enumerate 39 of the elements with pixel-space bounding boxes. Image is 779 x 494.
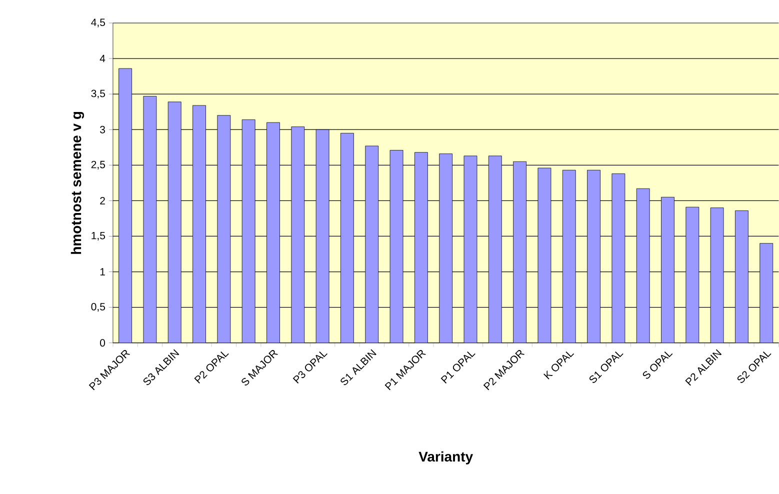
bar (464, 156, 478, 343)
bar (661, 197, 674, 343)
x-axis-title: Varianty (418, 451, 473, 464)
bar (612, 174, 626, 343)
bar (439, 154, 453, 343)
y-tick-label: 0,5 (91, 303, 106, 312)
bar (217, 115, 231, 343)
bar (760, 243, 774, 343)
bar (513, 161, 526, 343)
bar (192, 105, 206, 343)
bar (636, 188, 650, 343)
bar (538, 168, 552, 343)
bar (488, 156, 502, 343)
bar (266, 122, 280, 343)
bar (414, 152, 428, 343)
y-tick-label: 3 (100, 126, 105, 134)
y-tick-label: 4,5 (91, 18, 106, 28)
y-tick-label: 2 (100, 197, 105, 204)
bar (316, 130, 330, 343)
bar (168, 102, 182, 343)
bar (735, 210, 748, 343)
bar (686, 206, 700, 343)
bar (562, 170, 576, 343)
y-tick-label: 4 (100, 55, 106, 62)
y-tick-label: 3,5 (91, 90, 106, 98)
bar (710, 208, 724, 343)
bar (242, 120, 256, 343)
y-tick-label: 2,5 (91, 160, 106, 170)
bar (118, 68, 132, 343)
bar (291, 126, 305, 343)
bar (365, 146, 379, 343)
y-tick-label: 1,5 (92, 232, 106, 241)
y-tick-label: 1 (100, 268, 105, 276)
y-axis-title: hmotnost semene v g (70, 112, 84, 254)
y-tick-label: 0 (100, 339, 106, 347)
bar (143, 96, 157, 343)
bar (587, 170, 600, 343)
bar (390, 150, 404, 343)
bar (340, 133, 354, 343)
